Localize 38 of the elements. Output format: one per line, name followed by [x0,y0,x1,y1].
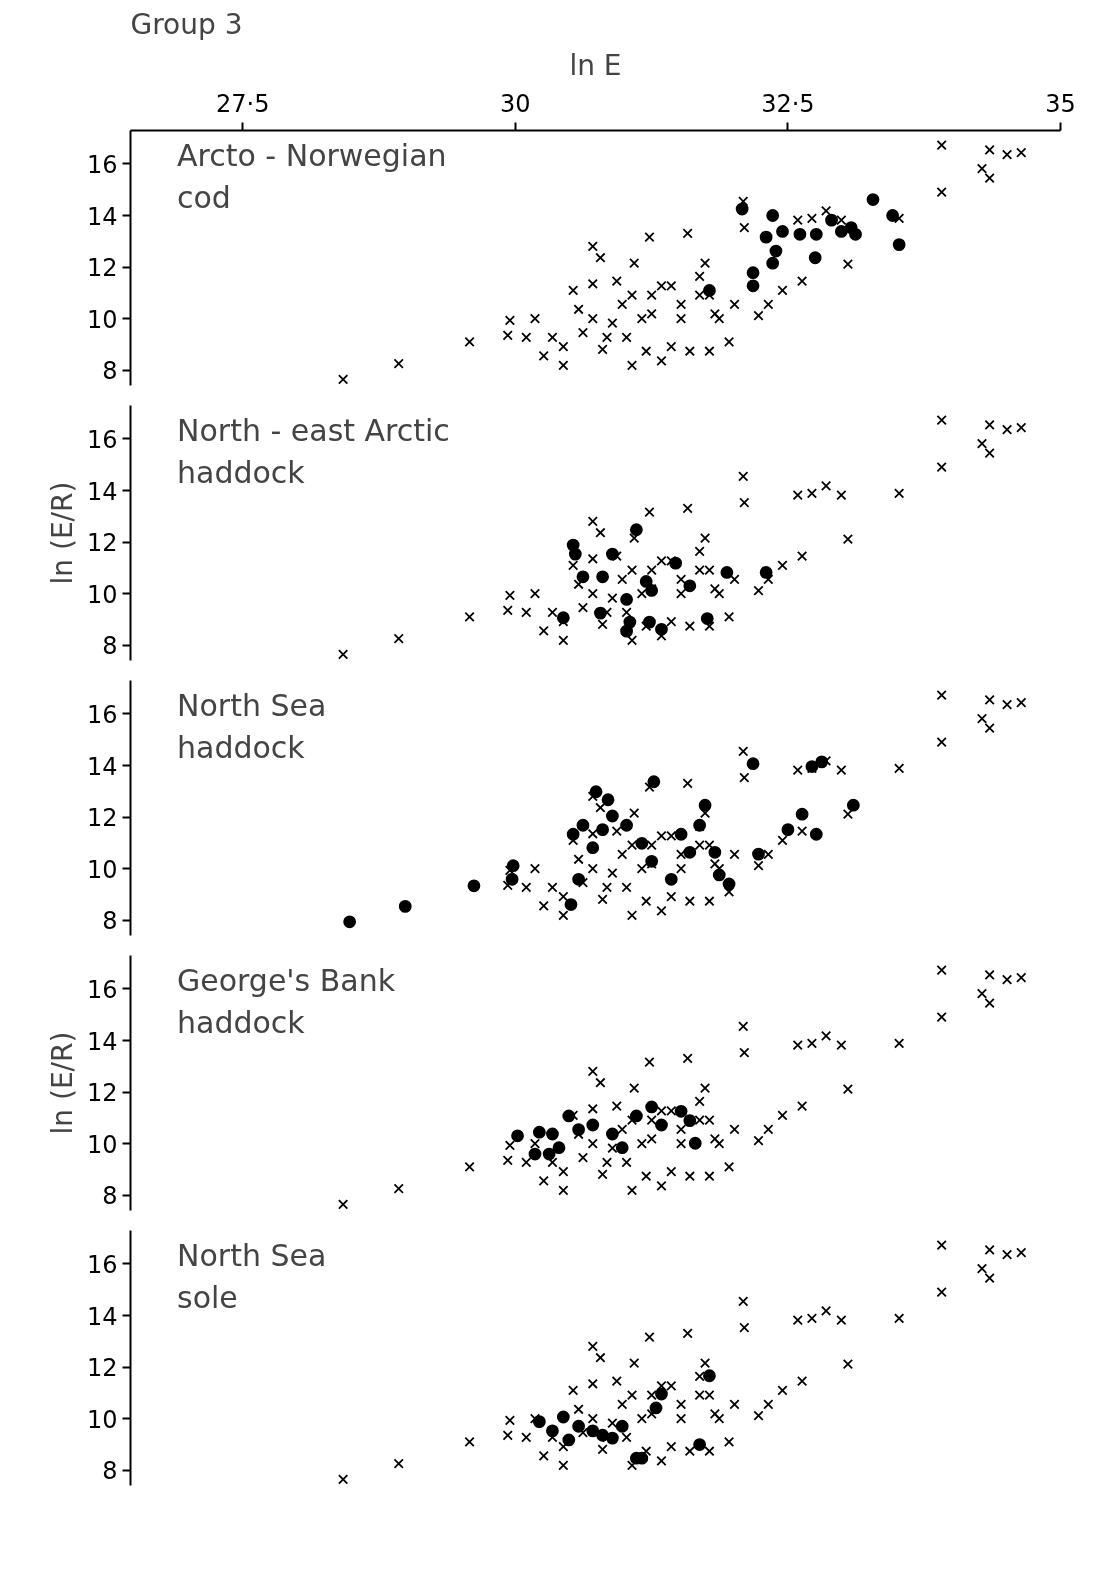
y-tick-label: 16 [86,1250,118,1279]
y-tick-label: 10 [86,305,118,334]
y-tick-label: 8 [102,632,118,661]
y-tick-label: 12 [86,1354,118,1383]
annotation: George's Bank haddock [177,963,396,1041]
y-tick-label: 16 [86,975,118,1004]
chart-title: Group 3 [130,7,243,41]
y-tick-label: 8 [102,1457,118,1486]
x-tick-label: 32·5 [761,89,815,118]
y-tick-label: 10 [86,855,118,884]
y-tick-label: 10 [86,1130,118,1159]
x-axis-title: ln E [569,48,622,82]
y-tick-label: 8 [102,1182,118,1211]
y-axis-title: ln (E/R) [45,481,79,585]
y-tick-label: 14 [86,1027,118,1056]
y-tick-label: 12 [86,1079,118,1108]
x-tick-label: 30 [500,89,531,118]
y-tick-label: 16 [86,425,118,454]
y-tick-label: 12 [86,254,118,283]
y-axis-title: ln (E/R) [45,1031,79,1135]
x-tick-label: 35 [1045,89,1076,118]
y-tick-label: 14 [86,477,118,506]
annotation: North Sea haddock [177,688,327,766]
annotation: Arcto - Norwegian cod [177,138,447,216]
y-tick-label: 8 [102,357,118,386]
annotation: North Sea sole [177,1238,327,1316]
y-tick-label: 10 [86,580,118,609]
y-tick-label: 12 [86,529,118,558]
y-tick-label: 16 [86,700,118,729]
y-tick-label: 14 [86,202,118,231]
y-tick-label: 14 [86,1302,118,1331]
y-tick-label: 14 [86,752,118,781]
y-tick-label: 16 [86,150,118,179]
y-tick-label: 12 [86,804,118,833]
x-tick-label: 27·5 [216,89,270,118]
y-tick-label: 8 [102,907,118,936]
annotation: North - east Arctic haddock [177,413,450,491]
y-tick-label: 10 [86,1405,118,1434]
